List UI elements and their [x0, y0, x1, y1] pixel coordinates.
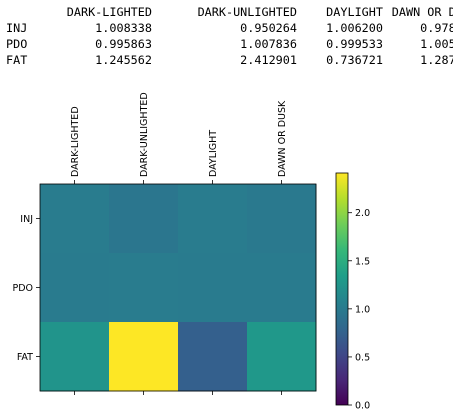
- heatmap-cell: [247, 322, 317, 392]
- heatmap-chart: DARK-LIGHTED DARK-UNLIGHTED DAYLIGHT DAWN O…: [12, 92, 370, 412]
- colorbar-ticks: 0.0 0.5 1.0 1.5 2.0: [348, 208, 370, 412]
- table-header-row: DARK-LIGHTED DARK-UNLIGHTED DAYLIGHT DAW…: [6, 4, 453, 20]
- table-row-label: INJ: [6, 21, 28, 35]
- y-tick-label: FAT: [17, 352, 33, 363]
- x-tick-label: DARK-UNLIGHTED: [139, 92, 150, 177]
- table-cell: 1.008338: [95, 21, 152, 35]
- colorbar-tick-label: 2.0: [355, 208, 370, 219]
- heatmap-cell: [247, 184, 317, 254]
- table-row: INJ 1.008338 0.950264 1.006200 0.978255: [6, 20, 453, 36]
- table-cell: 0.950264: [240, 21, 297, 35]
- colorbar-frame: [335, 172, 349, 406]
- table-cell: 0.999533: [326, 37, 383, 51]
- table-cell: 0.736721: [326, 53, 383, 67]
- table-column-header: DAYLIGHT: [326, 5, 383, 19]
- colorbar-tick-label: 1.5: [355, 256, 370, 267]
- heatmap-cell: [40, 184, 110, 254]
- table-row: PDO 0.995863 1.007836 0.999533 1.005360: [6, 36, 453, 52]
- table-cell: 1.287166: [420, 53, 453, 67]
- colorbar-tick-label: 0.5: [355, 352, 370, 363]
- table-row-label: FAT: [6, 53, 28, 67]
- table-index-header: [6, 4, 40, 20]
- x-axis-top: DARK-LIGHTED DARK-UNLIGHTED DAYLIGHT DAWN O…: [70, 92, 288, 184]
- table-cell: 2.412901: [240, 53, 297, 67]
- heatmap-cell: [247, 253, 317, 323]
- x-tick-label: DAWN OR DUSK: [277, 100, 288, 177]
- x-tick-label: DARK-LIGHTED: [70, 106, 81, 177]
- heatmap-cell: [109, 184, 179, 254]
- table-cell: 1.007836: [240, 37, 297, 51]
- colorbar: [336, 173, 348, 405]
- heatmap-cell: [40, 253, 110, 323]
- heatmap-cell: [109, 253, 179, 323]
- heatmap-cell: [178, 322, 248, 392]
- table-column-header: DARK-LIGHTED: [66, 5, 152, 19]
- table-row-label: PDO: [6, 37, 28, 51]
- table-cell: 1.245562: [95, 53, 152, 67]
- table-cell: 1.005360: [420, 37, 453, 51]
- x-tick-label: DAYLIGHT: [208, 130, 219, 177]
- y-axis: INJ PDO FAT: [12, 214, 40, 363]
- y-tick-label: PDO: [12, 283, 33, 294]
- colorbar-tick-label: 0.0: [355, 401, 370, 412]
- heatmap-cell: [109, 322, 179, 392]
- heatmap-cell: [178, 253, 248, 323]
- colorbar-tick-label: 1.0: [355, 304, 370, 315]
- table-column-header: DARK-UNLIGHTED: [197, 5, 297, 19]
- heatmap-cell: [40, 322, 110, 392]
- table-cell: 0.978255: [420, 21, 453, 35]
- y-tick-label: INJ: [20, 214, 33, 225]
- heatmap-cells: [40, 184, 317, 392]
- x-axis-bottom: [74, 391, 282, 395]
- table-cell: 1.006200: [326, 21, 383, 35]
- table-cell: 0.995863: [95, 37, 152, 51]
- dataframe-table: DARK-LIGHTED DARK-UNLIGHTED DAYLIGHT DAW…: [6, 4, 453, 68]
- table-column-header: DAWN OR DUSK: [391, 5, 453, 19]
- heatmap-cell: [178, 184, 248, 254]
- table-row: FAT 1.245562 2.412901 0.736721 1.287166: [6, 52, 453, 68]
